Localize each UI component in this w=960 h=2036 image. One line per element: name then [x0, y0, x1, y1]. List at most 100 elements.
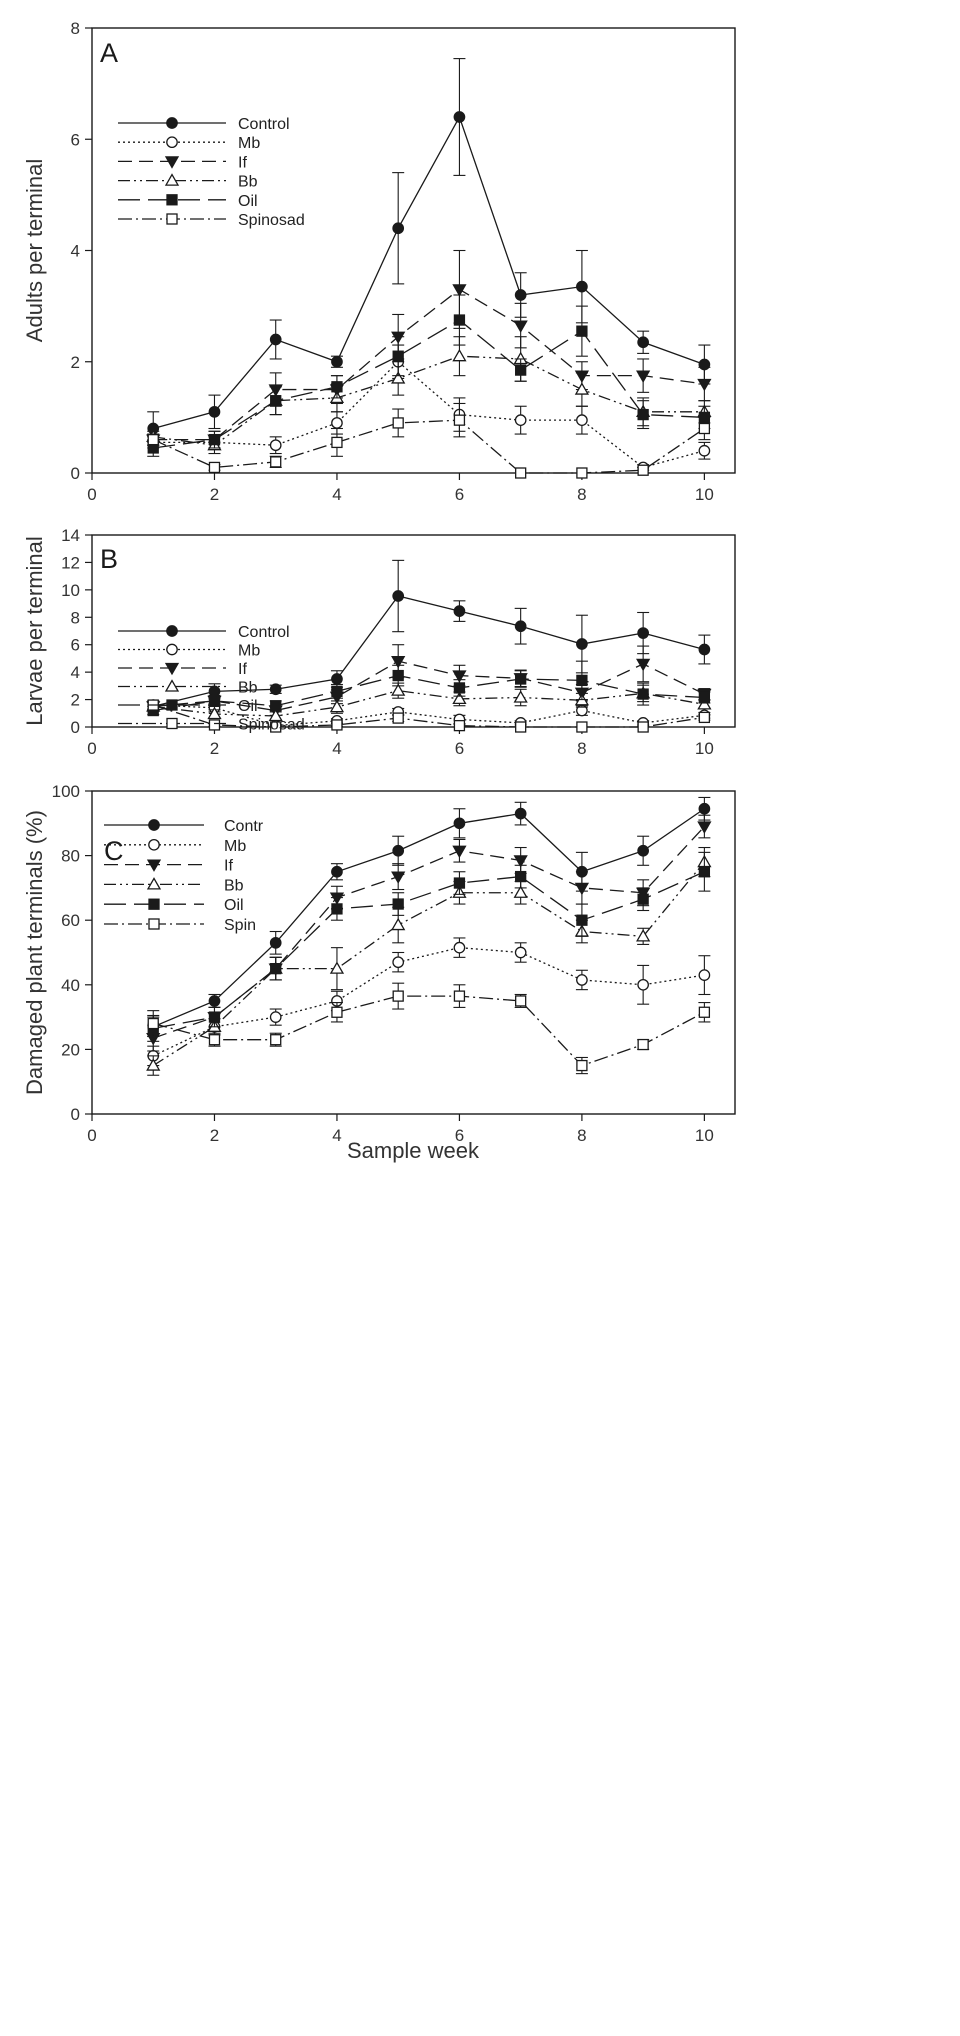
legend-marker: [166, 699, 178, 711]
x-tick-label: 0: [87, 739, 96, 758]
x-tick-label: 10: [695, 1126, 714, 1145]
data-point: [269, 683, 282, 696]
data-point: [514, 289, 527, 301]
x-tick-label: 10: [695, 739, 714, 758]
data-point: [269, 1011, 282, 1023]
data-point: [208, 433, 221, 446]
data-point: [698, 691, 711, 704]
series-bb: [146, 682, 712, 722]
series-line: [153, 288, 705, 441]
y-tick-label: 40: [61, 976, 80, 995]
data-point: [453, 719, 466, 732]
series-mb: [147, 937, 711, 1067]
legend: Contr Mb If Bb Oil Spin: [104, 818, 264, 934]
data-point: [329, 961, 345, 974]
data-point: [515, 995, 527, 1007]
y-axis-label: Damaged plant terminals (%): [22, 810, 47, 1095]
panel-label: B: [100, 544, 118, 574]
legend-label: If: [224, 858, 233, 875]
data-point: [697, 697, 712, 710]
series-bb: [146, 336, 712, 455]
data-point: [452, 284, 467, 297]
legend-marker: [166, 136, 178, 149]
legend-marker: [164, 156, 180, 169]
x-tick-label: 6: [455, 1126, 464, 1145]
data-point: [208, 1034, 221, 1046]
data-point: [270, 721, 282, 733]
data-point: [392, 956, 405, 969]
data-point: [576, 280, 588, 293]
data-point: [331, 719, 343, 731]
legend-marker: [164, 173, 180, 186]
legend-label: Bb: [224, 877, 244, 894]
data-point: [392, 712, 404, 724]
y-tick-label: 2: [71, 353, 80, 372]
y-axis-label: Larvae per terminal: [22, 536, 47, 726]
data-point: [637, 978, 649, 991]
data-point: [331, 436, 343, 449]
plot-frame: [91, 790, 736, 1115]
data-point: [574, 382, 590, 395]
data-point: [147, 1017, 159, 1030]
data-point: [391, 683, 406, 696]
series-oil: [147, 851, 711, 1042]
legend-marker: [164, 679, 180, 692]
data-point: [636, 370, 651, 383]
data-point: [207, 706, 222, 720]
data-point: [697, 821, 712, 834]
series-contr: [147, 796, 711, 1038]
data-point: [513, 690, 528, 703]
legend-label: Spinosad: [238, 717, 305, 734]
data-point: [698, 643, 711, 656]
legend-label: Bb: [238, 174, 258, 191]
x-tick-label: 4: [332, 485, 341, 504]
data-point: [637, 721, 649, 733]
data-point: [576, 325, 588, 337]
data-point: [391, 656, 406, 669]
data-point: [453, 817, 466, 830]
series-line: [152, 419, 705, 474]
data-point: [146, 1058, 161, 1071]
y-tick-label: 0: [71, 1105, 80, 1124]
data-point: [637, 627, 649, 639]
data-point: [576, 974, 588, 986]
data-point: [514, 807, 527, 820]
legend-marker: [166, 194, 178, 206]
data-point: [452, 348, 467, 362]
legend-label: Control: [238, 116, 290, 133]
data-point: [637, 893, 649, 905]
data-point: [331, 673, 343, 685]
series-if: [146, 644, 712, 718]
plot-frame: [91, 27, 736, 474]
data-point: [331, 865, 343, 878]
data-point: [453, 877, 466, 889]
y-tick-label: 12: [61, 553, 80, 572]
legend-marker: [166, 643, 178, 656]
data-point: [697, 378, 712, 392]
x-tick-label: 2: [210, 739, 219, 758]
data-point: [637, 844, 649, 857]
data-point: [331, 381, 343, 393]
x-tick-label: 6: [455, 485, 464, 504]
data-point: [208, 461, 221, 474]
y-tick-label: 20: [61, 1040, 80, 1059]
series-line: [153, 360, 705, 469]
data-point: [515, 673, 527, 685]
y-tick-label: 10: [61, 581, 80, 600]
x-tick-label: 4: [332, 739, 341, 758]
legend-label: Mb: [224, 838, 246, 855]
series-line: [152, 861, 705, 1067]
x-tick-label: 2: [210, 1126, 219, 1145]
data-point: [698, 422, 711, 435]
data-point: [515, 364, 527, 376]
data-point: [208, 695, 221, 707]
data-point: [391, 371, 406, 384]
data-point: [331, 355, 343, 368]
data-point: [331, 685, 343, 697]
data-point: [452, 691, 467, 705]
series-oil: [147, 660, 711, 717]
legend-label: If: [238, 154, 247, 171]
data-point: [453, 941, 466, 954]
